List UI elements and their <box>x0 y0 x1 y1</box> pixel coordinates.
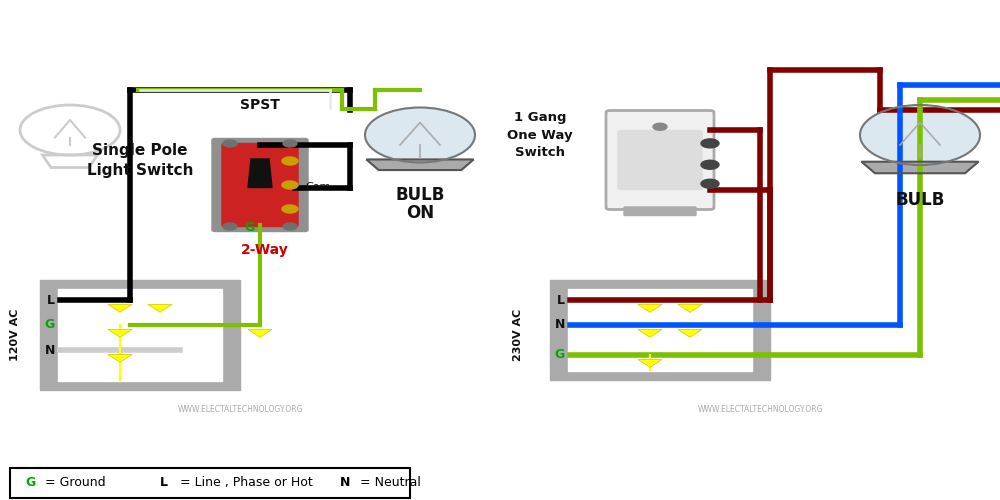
Text: BULB: BULB <box>395 186 445 204</box>
Text: L: L <box>47 294 55 306</box>
Polygon shape <box>108 304 132 312</box>
Circle shape <box>860 105 980 165</box>
FancyBboxPatch shape <box>222 144 298 226</box>
Circle shape <box>283 223 297 230</box>
Text: N: N <box>340 476 350 489</box>
Polygon shape <box>638 360 662 368</box>
Text: G: G <box>245 221 255 234</box>
FancyBboxPatch shape <box>618 130 702 190</box>
Circle shape <box>282 181 298 189</box>
Text: 120V AC: 120V AC <box>10 309 20 361</box>
Circle shape <box>701 160 719 169</box>
Polygon shape <box>678 304 702 312</box>
FancyBboxPatch shape <box>624 207 696 216</box>
Polygon shape <box>248 159 272 188</box>
Polygon shape <box>638 304 662 312</box>
Text: G: G <box>45 318 55 332</box>
Text: L: L <box>557 294 565 306</box>
Circle shape <box>701 139 719 148</box>
Polygon shape <box>678 330 702 338</box>
Circle shape <box>365 108 475 162</box>
Polygon shape <box>148 304 172 312</box>
Bar <box>58 289 222 381</box>
Text: Com: Com <box>305 182 330 192</box>
Polygon shape <box>248 330 272 338</box>
Polygon shape <box>108 354 132 362</box>
Text: N: N <box>555 318 565 332</box>
Bar <box>10 468 410 498</box>
Circle shape <box>282 205 298 213</box>
Polygon shape <box>638 330 662 338</box>
Text: Single Pole: Single Pole <box>92 142 188 158</box>
Text: BULB: BULB <box>895 191 945 209</box>
Bar <box>40 280 240 390</box>
Text: 1 Gang
One Way
Switch: 1 Gang One Way Switch <box>507 110 573 160</box>
Text: WWW.ELECTALTECHNOLOGY.ORG: WWW.ELECTALTECHNOLOGY.ORG <box>177 406 303 414</box>
FancyBboxPatch shape <box>606 110 714 210</box>
Circle shape <box>282 157 298 165</box>
Circle shape <box>283 140 297 147</box>
Bar <box>550 280 770 380</box>
FancyBboxPatch shape <box>212 138 308 232</box>
Circle shape <box>701 180 719 188</box>
Text: Light Switch: Light Switch <box>87 162 193 178</box>
Circle shape <box>223 223 237 230</box>
Text: = Ground: = Ground <box>45 476 106 489</box>
Text: G: G <box>25 476 35 489</box>
Circle shape <box>653 123 667 130</box>
Text: = Neutral: = Neutral <box>360 476 421 489</box>
Polygon shape <box>108 330 132 338</box>
Text: ON: ON <box>406 204 434 222</box>
Text: G: G <box>555 348 565 362</box>
Bar <box>568 289 752 371</box>
Text: SPST: SPST <box>240 98 280 112</box>
Text: 2-Way: 2-Way <box>241 243 289 257</box>
Polygon shape <box>862 162 978 173</box>
Text: L: L <box>160 476 168 489</box>
Text: WWW.ELECTALTECHNOLOGY.ORG: WWW.ELECTALTECHNOLOGY.ORG <box>697 406 823 414</box>
Text: = Line , Phase or Hot: = Line , Phase or Hot <box>180 476 313 489</box>
Circle shape <box>223 140 237 147</box>
Text: N: N <box>45 344 55 356</box>
Text: How to Wire a Single Pole Switch? - IEC & NEC: How to Wire a Single Pole Switch? - IEC … <box>29 13 971 47</box>
Text: 230V AC: 230V AC <box>513 309 523 361</box>
Polygon shape <box>366 160 474 170</box>
